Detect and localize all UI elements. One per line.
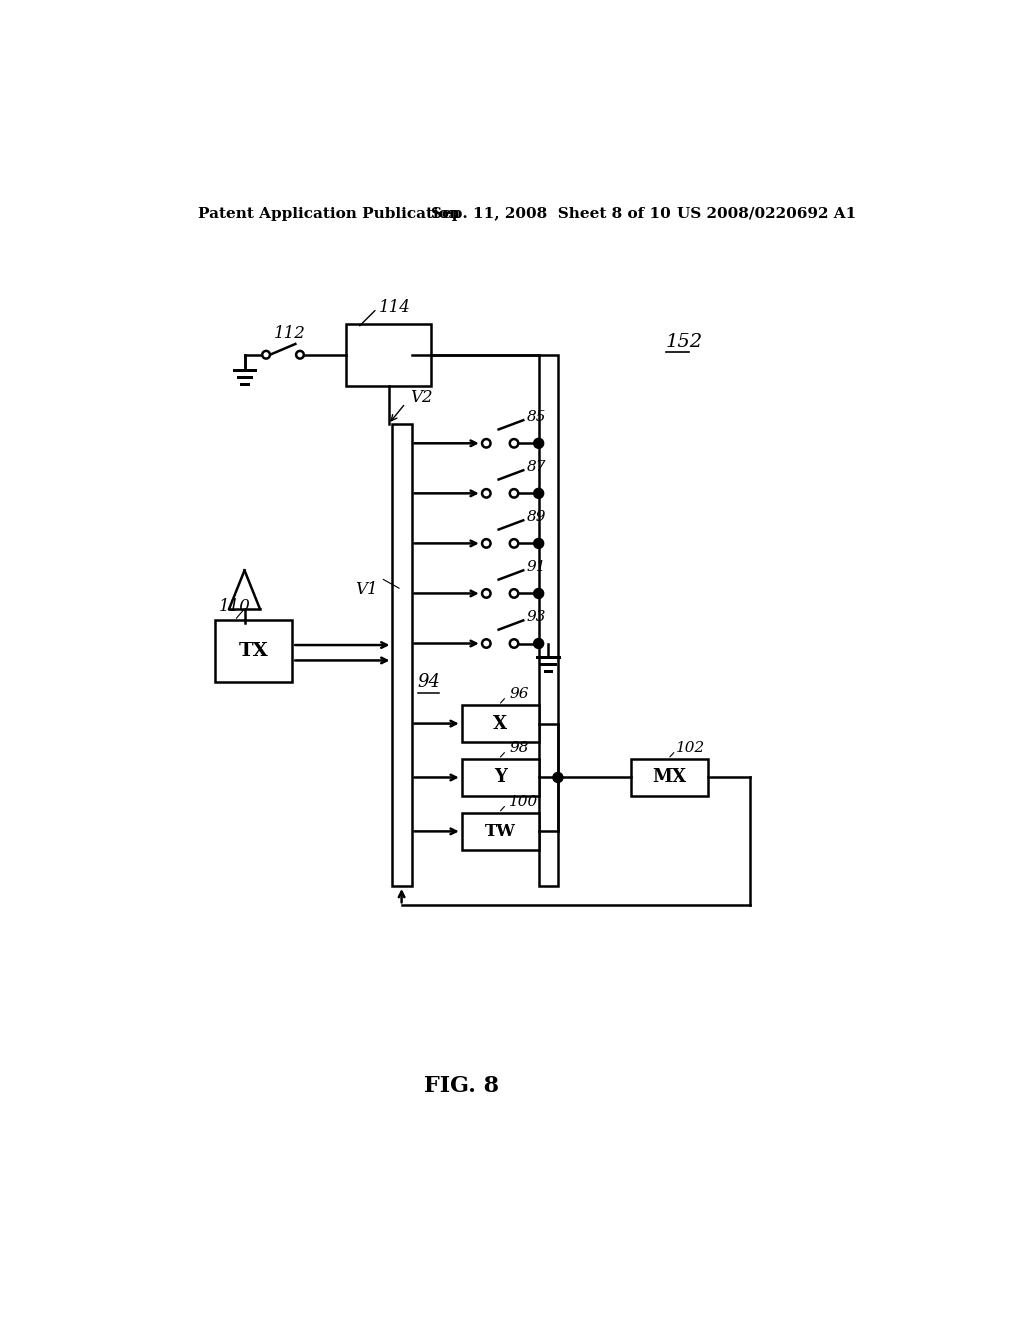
Text: 152: 152 [666,333,702,351]
Text: US 2008/0220692 A1: US 2008/0220692 A1 [677,207,856,220]
Text: 112: 112 [273,325,305,342]
Bar [462,759,539,796]
Text: Sep. 11, 2008  Sheet 8 of 10: Sep. 11, 2008 Sheet 8 of 10 [431,207,671,220]
Circle shape [482,639,490,648]
Text: 94: 94 [418,673,440,690]
Circle shape [553,772,563,783]
Circle shape [296,351,304,359]
Text: Y: Y [494,768,507,787]
Bar [539,355,558,886]
Circle shape [482,589,490,598]
Bar [462,705,539,742]
Text: Patent Application Publication: Patent Application Publication [199,207,461,220]
Text: 89: 89 [526,511,546,524]
Text: 85: 85 [526,411,546,424]
Text: 110: 110 [219,598,251,615]
Circle shape [534,639,544,648]
Circle shape [482,539,490,548]
Text: 96: 96 [509,688,529,701]
Circle shape [482,490,490,498]
Circle shape [534,438,544,449]
Bar [346,323,431,385]
Circle shape [510,539,518,548]
Text: TX: TX [239,643,268,660]
Text: MX: MX [652,768,687,787]
Text: V1: V1 [355,581,378,598]
Circle shape [534,539,544,548]
Text: 91: 91 [526,560,546,574]
Text: 114: 114 [379,298,411,315]
Text: 100: 100 [509,795,539,809]
Text: 87: 87 [526,461,546,474]
Circle shape [534,589,544,598]
Bar [392,424,412,886]
Text: 102: 102 [676,742,705,755]
Text: 93: 93 [526,610,546,624]
Circle shape [510,589,518,598]
Text: FIG. 8: FIG. 8 [424,1076,500,1097]
Bar [631,759,708,796]
Circle shape [510,440,518,447]
Bar [462,813,539,850]
Circle shape [482,440,490,447]
Text: V2: V2 [410,388,433,405]
Text: 98: 98 [509,742,529,755]
Circle shape [262,351,270,359]
Bar [215,620,292,682]
Text: TW: TW [484,822,516,840]
Circle shape [510,490,518,498]
Text: X: X [494,714,507,733]
Circle shape [534,488,544,499]
Circle shape [510,639,518,648]
